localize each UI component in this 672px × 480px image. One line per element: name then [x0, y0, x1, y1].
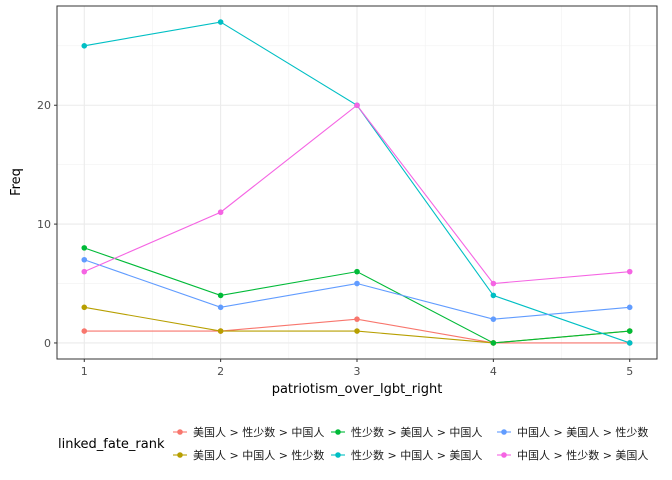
- legend-label: 美国人 > 中国人 > 性少数: [193, 448, 324, 462]
- data-point-s2-x2: [217, 328, 224, 334]
- data-point-s3-x2: [217, 292, 224, 299]
- data-point-s5-x2: [217, 304, 224, 311]
- legend-item-6: 中国人 > 性少数 > 美国人: [497, 448, 648, 462]
- data-point-s3-x5: [626, 328, 633, 334]
- legend-key-point: [177, 429, 183, 435]
- x-tick-label: 5: [626, 365, 633, 378]
- legend-key-point: [501, 429, 507, 435]
- data-point-s3-x3: [354, 268, 360, 275]
- data-point-s5-x1: [81, 256, 88, 263]
- data-point-s4-x4: [490, 292, 497, 299]
- legend-key-point: [177, 452, 183, 458]
- legend-key-point: [501, 452, 507, 458]
- data-point-s1-x1: [81, 328, 88, 334]
- legend-item-5: 中国人 > 美国人 > 性少数: [497, 425, 648, 439]
- data-point-s6-x3: [354, 102, 360, 109]
- y-axis-title: Freq: [9, 168, 24, 196]
- data-point-s6-x4: [490, 280, 497, 287]
- data-point-s4-x1: [81, 43, 88, 49]
- y-tick-label: 0: [44, 337, 51, 350]
- series-points: [81, 19, 633, 346]
- x-tick-label: 3: [354, 365, 361, 378]
- data-point-s4-x2: [217, 19, 224, 25]
- data-point-s3-x4: [490, 340, 497, 346]
- x-axis-title: patriotism_over_lgbt_right: [272, 382, 443, 397]
- legend-label: 美国人 > 性少数 > 中国人: [193, 425, 324, 439]
- legend-title: linked_fate_rank: [58, 437, 165, 452]
- y-tick-label: 20: [37, 99, 51, 112]
- data-point-s5-x5: [626, 304, 633, 311]
- legend-item-3: 性少数 > 美国人 > 中国人: [331, 425, 482, 439]
- data-point-s6-x2: [217, 209, 224, 216]
- y-tick-label: 10: [37, 218, 51, 231]
- legend-label: 中国人 > 美国人 > 性少数: [517, 425, 648, 439]
- x-axis: 1 2 3 4 5: [81, 359, 633, 378]
- legend-key-point: [335, 452, 341, 458]
- data-point-s3-x1: [81, 245, 88, 251]
- data-point-s6-x5: [626, 268, 633, 275]
- legend-key-point: [335, 429, 341, 435]
- data-point-s2-x1: [81, 304, 88, 311]
- data-point-s5-x4: [490, 316, 497, 322]
- data-point-s5-x3: [354, 280, 360, 287]
- legend-label: 性少数 > 美国人 > 中国人: [351, 425, 482, 439]
- data-point-s4-x5: [626, 340, 633, 346]
- legend-item-2: 美国人 > 中国人 > 性少数: [173, 448, 324, 462]
- legend-label: 性少数 > 中国人 > 美国人: [351, 448, 482, 462]
- data-point-s2-x3: [354, 328, 360, 334]
- legend-label: 中国人 > 性少数 > 美国人: [517, 448, 648, 462]
- major-gridlines: [57, 6, 657, 359]
- x-tick-label: 2: [217, 365, 224, 378]
- legend-item-1: 美国人 > 性少数 > 中国人: [173, 425, 324, 439]
- y-axis: 0 10 20: [37, 99, 57, 350]
- data-point-s6-x1: [81, 268, 88, 275]
- data-point-s1-x3: [354, 316, 360, 322]
- legend-item-4: 性少数 > 中国人 > 美国人: [331, 448, 482, 462]
- x-tick-label: 4: [490, 365, 497, 378]
- x-tick-label: 1: [81, 365, 88, 378]
